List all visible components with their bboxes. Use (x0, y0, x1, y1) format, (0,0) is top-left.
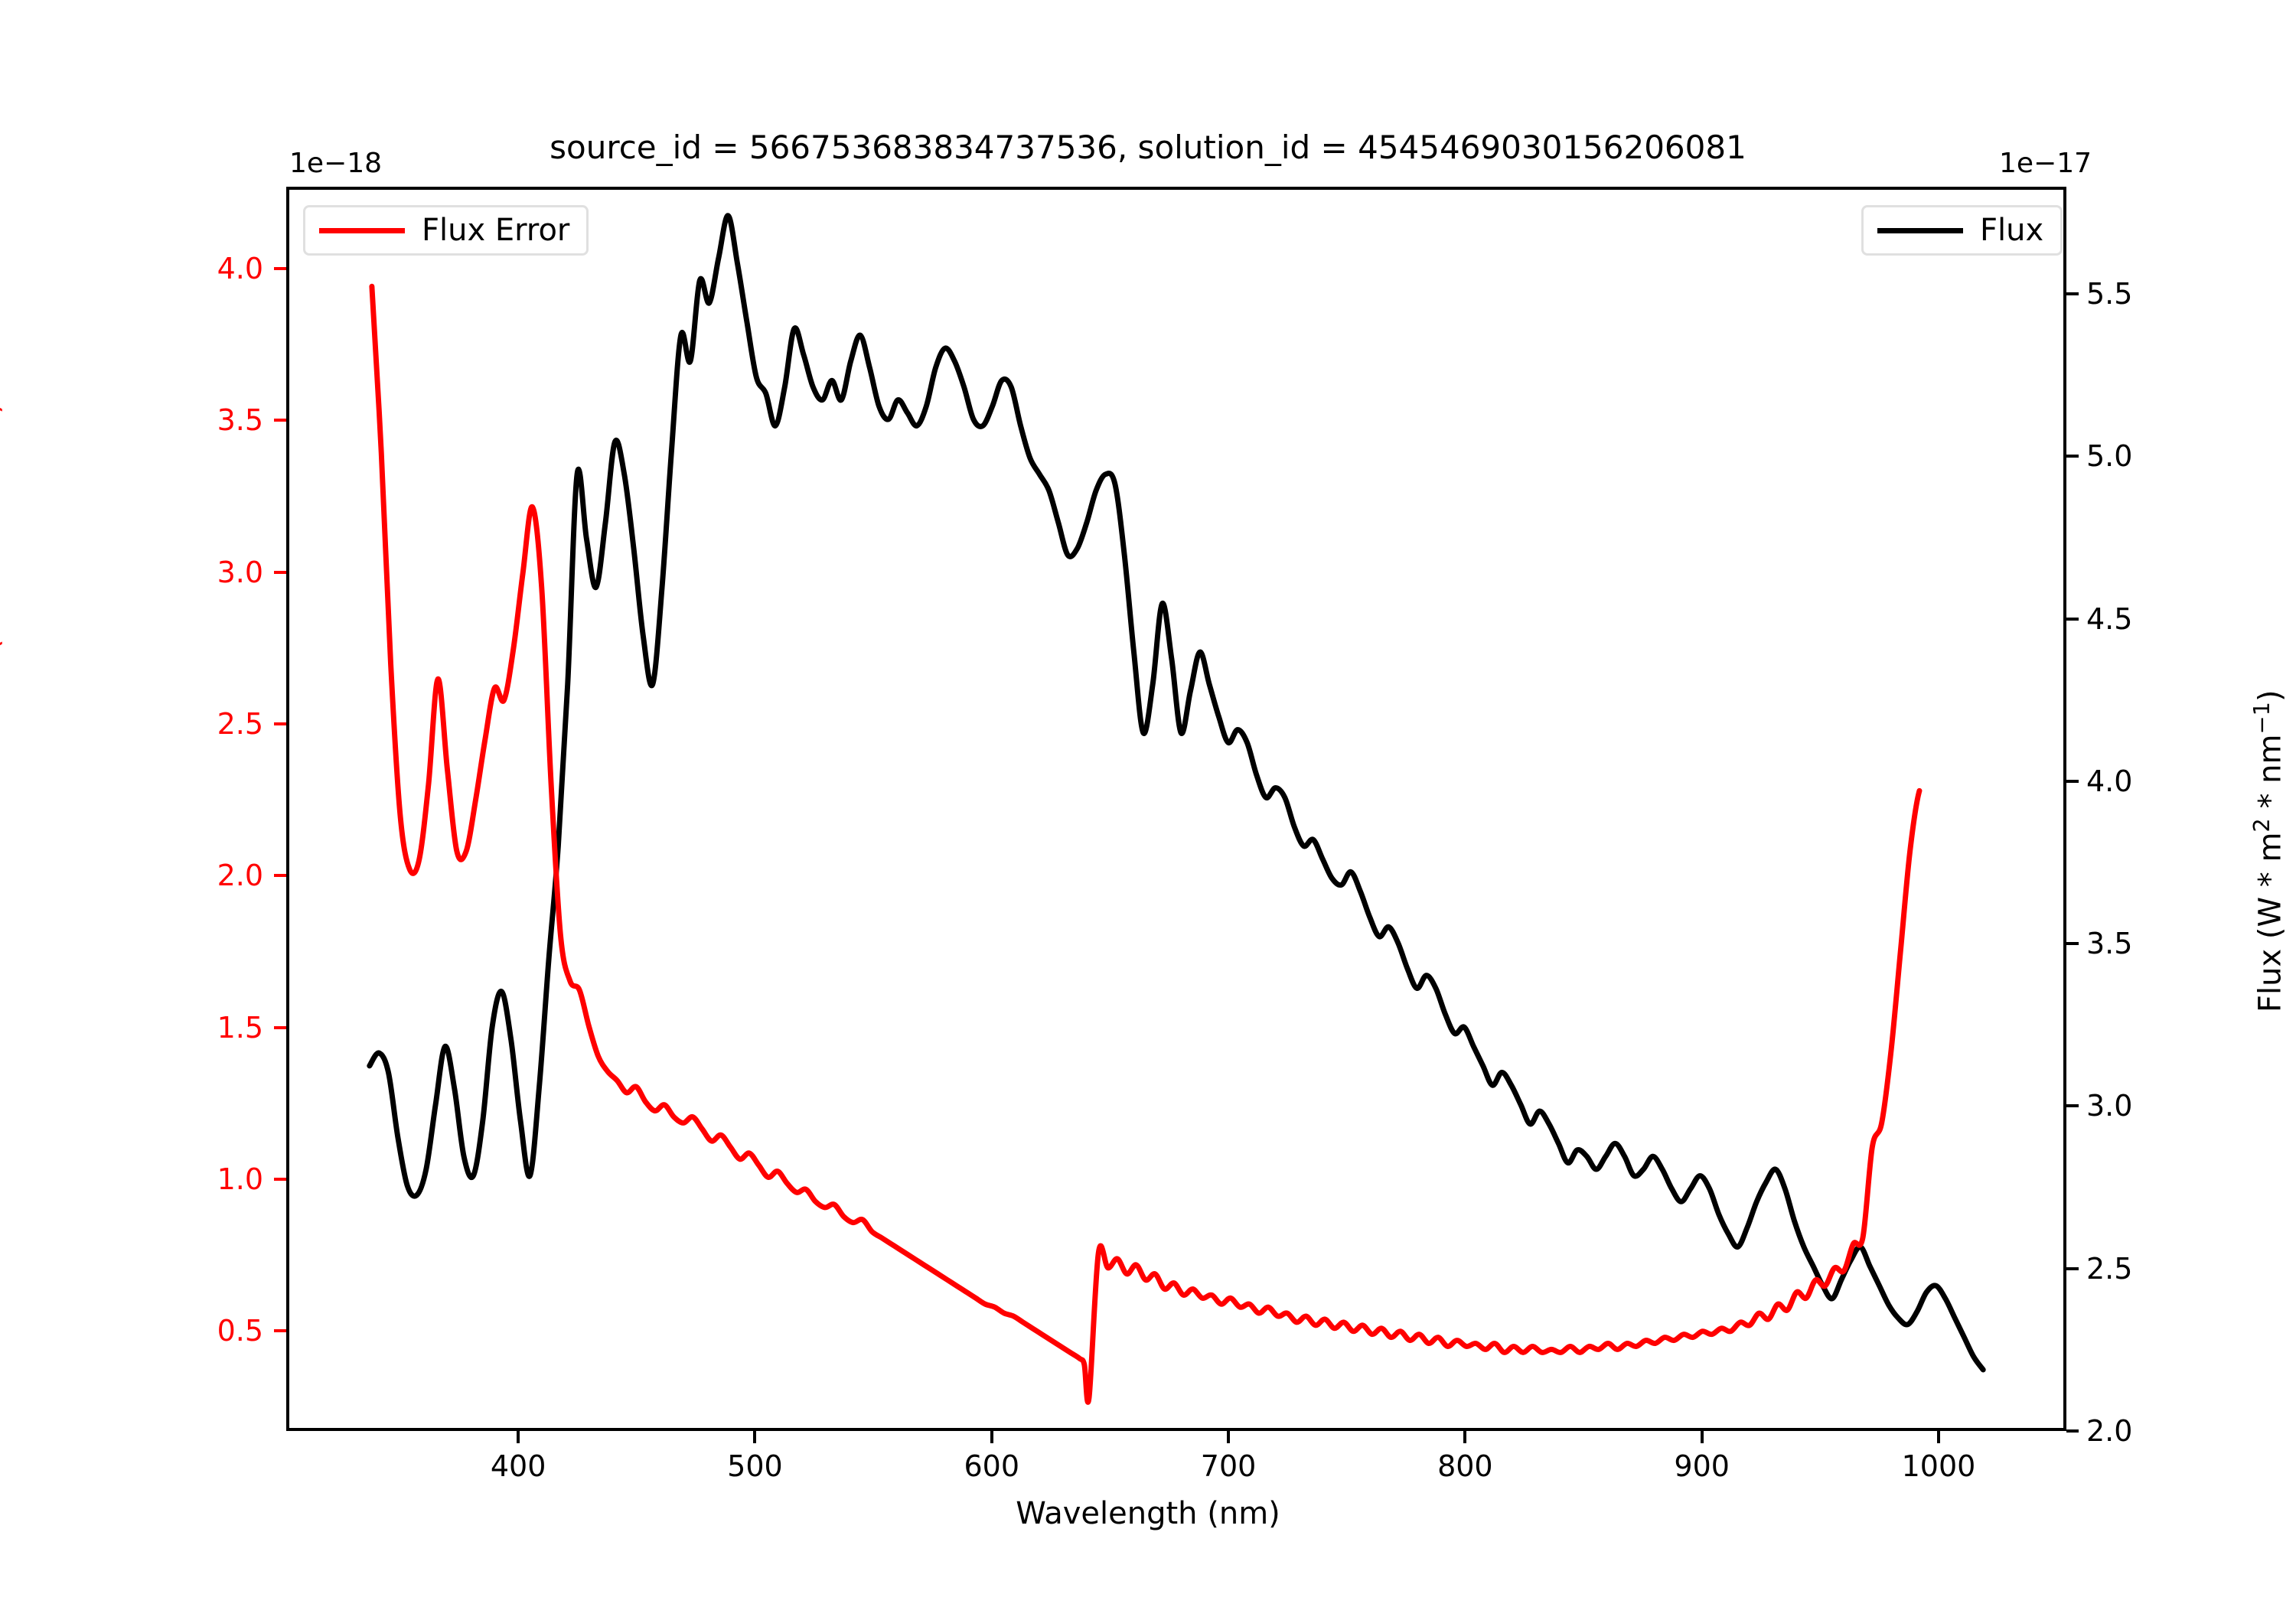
y-left-tick-label-2.5: 2.5 (217, 706, 263, 741)
y-left-tick-label-4.0: 4.0 (217, 252, 263, 286)
y-right-tick-label-5.0: 5.0 (2086, 439, 2133, 474)
x-tick-mark (1936, 1431, 1940, 1443)
y-left-tick-label-2.0: 2.0 (217, 859, 263, 893)
right-axis-offset-label: 1e−17 (1999, 148, 2092, 179)
x-tick-mark (1463, 1431, 1467, 1443)
legend-flux[interactable]: Flux (1861, 205, 2063, 256)
x-tick-mark (1700, 1431, 1704, 1443)
y-left-tick-label-0.5: 0.5 (217, 1314, 263, 1348)
y-right-tick-mark (2066, 779, 2079, 783)
y-right-tick-label-3.5: 3.5 (2086, 927, 2133, 961)
y-left-tick-label-1.0: 1.0 (217, 1162, 263, 1196)
x-tick-label-800: 800 (1437, 1449, 1493, 1483)
y-left-tick-label-3.0: 3.0 (217, 555, 263, 589)
x-tick-mark (1227, 1431, 1231, 1443)
flux-error-line (369, 283, 1923, 1405)
x-tick-label-500: 500 (727, 1449, 783, 1483)
legend-line-swatch-black (1877, 227, 1963, 233)
x-tick-label-700: 700 (1200, 1449, 1257, 1483)
legend-flux-error[interactable]: Flux Error (303, 205, 589, 256)
y-axis-right-label: Flux (W * m2 * nm−1) (2249, 689, 2288, 1012)
y-left-tick-mark (274, 722, 286, 725)
y-left-tick-mark (274, 874, 286, 878)
y-right-tick-mark (2066, 1429, 2079, 1433)
y-right-tick-label-2.0: 2.0 (2086, 1414, 2133, 1448)
y-left-tick-mark (274, 570, 286, 574)
y-right-tick-mark (2066, 1266, 2079, 1270)
legend-label-flux-error: Flux Error (422, 213, 570, 248)
y-left-tick-label-3.5: 3.5 (217, 403, 263, 438)
y-right-tick-mark (2066, 455, 2079, 458)
y-right-tick-label-3.0: 3.0 (2086, 1089, 2133, 1123)
flux-line (367, 213, 1986, 1373)
y-right-tick-label-4.5: 4.5 (2086, 601, 2133, 636)
y-left-tick-mark (274, 419, 286, 422)
x-axis-label: Wavelength (nm) (1016, 1496, 1280, 1531)
x-tick-label-900: 900 (1674, 1449, 1730, 1483)
x-tick-mark (990, 1431, 993, 1443)
x-tick-label-600: 600 (964, 1449, 1019, 1483)
y-left-tick-label-1.5: 1.5 (217, 1010, 263, 1045)
x-tick-label-1000: 1000 (1901, 1449, 1976, 1483)
legend-label-flux: Flux (1980, 213, 2044, 248)
y-left-tick-mark (274, 1329, 286, 1333)
plot-title: source_id = 566753683834737536, solution… (550, 129, 1746, 166)
y-left-tick-mark (274, 1025, 286, 1029)
left-axis-offset-label: 1e−18 (289, 148, 383, 179)
data-lines-svg (367, 213, 1986, 1405)
y-right-tick-mark (2066, 292, 2079, 296)
y-right-tick-mark (2066, 617, 2079, 621)
y-right-tick-label-4.0: 4.0 (2086, 764, 2133, 798)
y-right-tick-label-5.5: 5.5 (2086, 277, 2133, 311)
y-right-tick-mark (2066, 942, 2079, 946)
x-tick-mark (753, 1431, 757, 1443)
y-axis-left-label: Flux Error (W * m2 * nm−1) (0, 402, 6, 809)
y-left-tick-mark (274, 267, 286, 271)
y-right-tick-mark (2066, 1104, 2079, 1108)
y-right-tick-label-2.5: 2.5 (2086, 1251, 2133, 1286)
legend-line-swatch-red (319, 227, 405, 233)
plot-axes (286, 187, 2066, 1431)
x-tick-mark (517, 1431, 520, 1443)
y-left-tick-mark (274, 1177, 286, 1181)
x-tick-label-400: 400 (490, 1449, 546, 1483)
